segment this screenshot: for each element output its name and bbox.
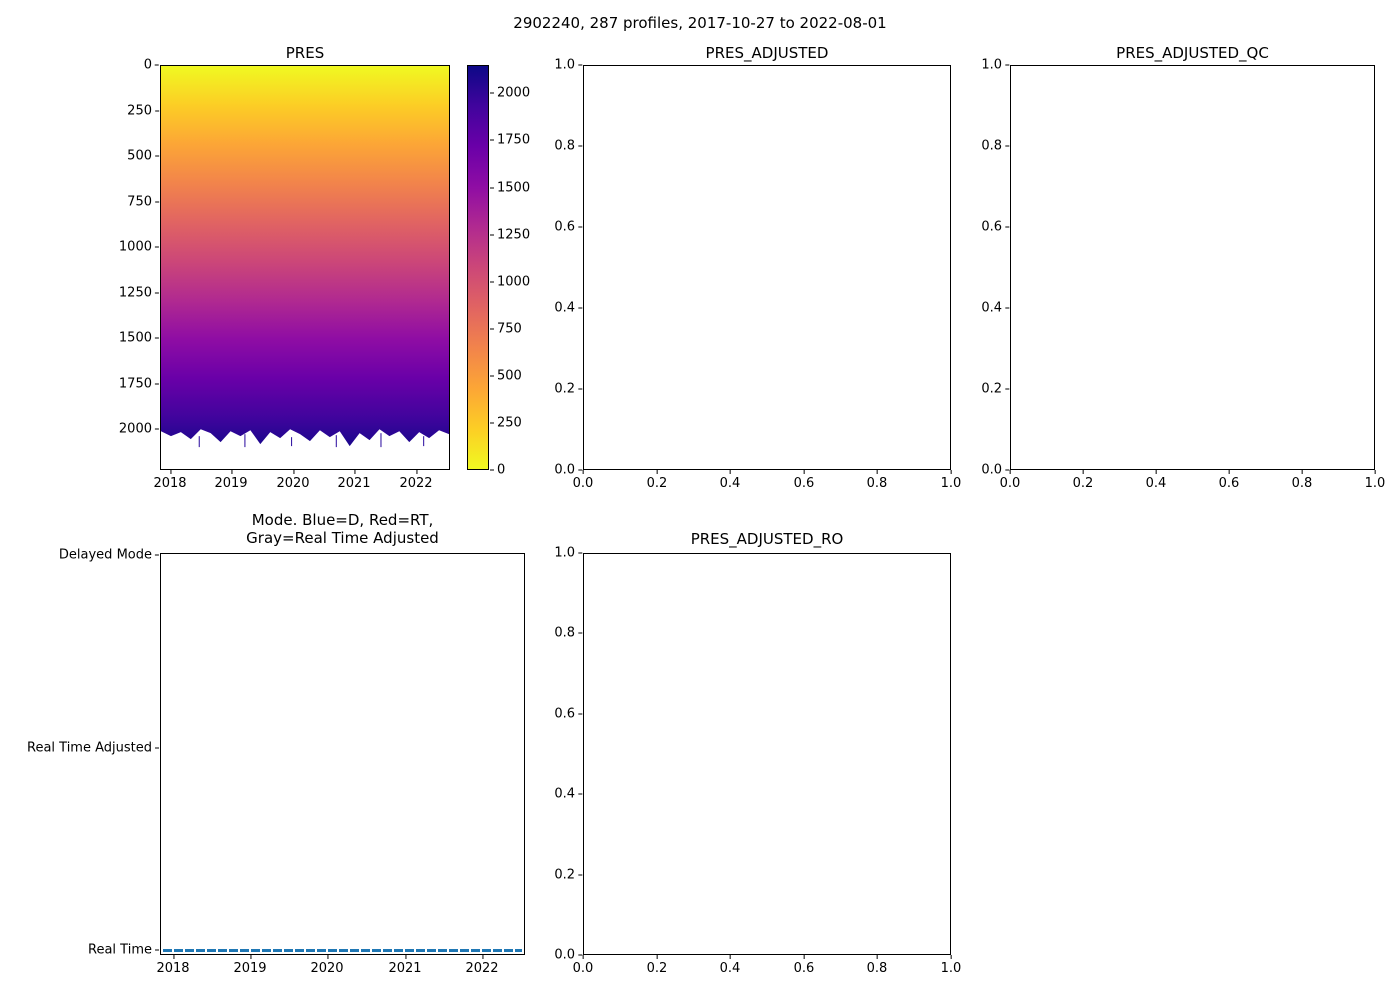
pres-adjusted-y-tick-label: 0.8 bbox=[554, 138, 582, 154]
pres-mesh bbox=[161, 66, 449, 447]
pres-adjusted-qc-y-tick-label: 0.6 bbox=[981, 219, 1009, 235]
pres-adjusted-qc-title: PRES_ADJUSTED_QC bbox=[1116, 44, 1269, 62]
pres-x-tick-label: 2019 bbox=[214, 470, 248, 491]
pres-x-tick-label: 2020 bbox=[276, 470, 310, 491]
mode-x-tick-label: 2021 bbox=[388, 955, 422, 976]
colorbar-tick-label: 1750 bbox=[489, 132, 531, 148]
pres-adjusted-ro-x-tick-label: 0.6 bbox=[793, 955, 815, 976]
pres-y-tick-label: 1750 bbox=[118, 376, 160, 392]
pres-x-tick-label: 2022 bbox=[399, 470, 433, 491]
pres-adjusted-y-tick-label: 0.6 bbox=[554, 219, 582, 235]
pres-y-tick-label: 1250 bbox=[118, 285, 160, 301]
pres-adjusted-y-tick-label: 0.0 bbox=[554, 462, 582, 478]
pres-adjusted-x-tick-label: 1.0 bbox=[940, 470, 962, 491]
pres-adjusted-x-tick-label: 0.4 bbox=[719, 470, 741, 491]
pres-adjusted-x-tick-label: 0.6 bbox=[793, 470, 815, 491]
mode-plot bbox=[160, 553, 525, 955]
pres-adjusted-plot bbox=[583, 65, 951, 470]
mode-real-time-line bbox=[163, 949, 522, 952]
pres-x-tick-label: 2021 bbox=[337, 470, 371, 491]
pres-y-tick-label: 250 bbox=[127, 103, 159, 119]
pres-heatmap bbox=[161, 66, 449, 448]
pres-adjusted-qc-y-tick-label: 0.8 bbox=[981, 138, 1009, 154]
colorbar-tick-label: 750 bbox=[490, 321, 522, 337]
pres-adjusted-qc-x-tick-label: 0.0 bbox=[999, 470, 1021, 491]
colorbar-tick-label: 1500 bbox=[489, 180, 531, 196]
pres-adjusted-ro-x-tick-label: 0.2 bbox=[646, 955, 668, 976]
pres-y-tick-label: 0 bbox=[143, 57, 160, 73]
pres-adjusted-ro-y-tick-label: 1.0 bbox=[554, 545, 582, 561]
mode-title-line2: Gray=Real Time Adjusted bbox=[246, 529, 439, 547]
pres-adjusted-qc-plot bbox=[1010, 65, 1375, 470]
pres-plot bbox=[160, 65, 450, 470]
colorbar-tick-label: 250 bbox=[490, 415, 522, 431]
pres-adjusted-ro-y-tick-label: 0.0 bbox=[554, 947, 582, 963]
mode-title: Mode. Blue=D, Red=RT, Gray=Real Time Adj… bbox=[160, 511, 525, 547]
pres-y-tick-label: 500 bbox=[127, 148, 159, 164]
mode-x-tick-label: 2018 bbox=[156, 955, 190, 976]
pres-adjusted-qc-y-tick-label: 0.0 bbox=[981, 462, 1009, 478]
pres-y-tick-label: 1500 bbox=[118, 330, 160, 346]
pres-y-tick-label: 750 bbox=[127, 194, 159, 210]
pres-adjusted-ro-y-tick-label: 0.8 bbox=[554, 625, 582, 641]
colorbar-tick-label: 0 bbox=[489, 462, 506, 478]
pres-adjusted-ro-x-tick-label: 1.0 bbox=[940, 955, 962, 976]
pres-y-tick-label: 2000 bbox=[118, 421, 160, 437]
pres-adjusted-ro-x-tick-label: 0.4 bbox=[719, 955, 741, 976]
pres-adjusted-x-tick-label: 0.2 bbox=[646, 470, 668, 491]
mode-x-tick-label: 2020 bbox=[310, 955, 344, 976]
colorbar bbox=[467, 65, 489, 470]
pres-adjusted-ro-y-tick-label: 0.4 bbox=[554, 786, 582, 802]
mode-x-tick-label: 2022 bbox=[465, 955, 499, 976]
pres-adjusted-y-tick-label: 0.4 bbox=[554, 300, 582, 316]
pres-adjusted-qc-x-tick-label: 0.8 bbox=[1291, 470, 1313, 491]
pres-title: PRES bbox=[285, 44, 325, 62]
figure-title: 2902240, 287 profiles, 2017-10-27 to 202… bbox=[513, 14, 887, 32]
pres-x-tick-label: 2018 bbox=[153, 470, 187, 491]
pres-adjusted-qc-x-tick-label: 0.4 bbox=[1145, 470, 1167, 491]
pres-adjusted-ro-x-tick-label: 0.8 bbox=[866, 955, 888, 976]
pres-adjusted-qc-x-tick-label: 0.6 bbox=[1218, 470, 1240, 491]
pres-adjusted-qc-x-tick-label: 1.0 bbox=[1364, 470, 1386, 491]
colorbar-tick-label: 1250 bbox=[489, 227, 531, 243]
mode-title-line1: Mode. Blue=D, Red=RT, bbox=[251, 511, 434, 529]
pres-adjusted-ro-y-tick-label: 0.6 bbox=[554, 706, 582, 722]
mode-y-tick-label: Delayed Mode bbox=[58, 547, 160, 563]
pres-adjusted-title: PRES_ADJUSTED bbox=[705, 44, 829, 62]
pres-adjusted-qc-x-tick-label: 0.2 bbox=[1072, 470, 1094, 491]
max-depth-whiskers bbox=[198, 433, 425, 448]
mode-y-tick-label: Real Time Adjusted bbox=[27, 740, 159, 756]
pres-adjusted-qc-y-tick-label: 1.0 bbox=[981, 57, 1009, 73]
pres-adjusted-qc-y-tick-label: 0.2 bbox=[981, 381, 1009, 397]
pres-adjusted-ro-plot bbox=[583, 553, 951, 955]
pres-adjusted-x-tick-label: 0.8 bbox=[866, 470, 888, 491]
mode-y-tick-label: Real Time bbox=[88, 942, 159, 958]
pres-adjusted-ro-x-tick-label: 0.0 bbox=[572, 955, 594, 976]
pres-adjusted-x-tick-label: 0.0 bbox=[572, 470, 594, 491]
pres-adjusted-ro-y-tick-label: 0.2 bbox=[554, 867, 582, 883]
colorbar-tick-label: 1000 bbox=[489, 274, 531, 290]
colorbar-tick-label: 2000 bbox=[489, 85, 531, 101]
pres-adjusted-ro-title: PRES_ADJUSTED_RO bbox=[690, 530, 844, 548]
colorbar-tick-label: 500 bbox=[490, 368, 522, 384]
pres-adjusted-y-tick-label: 0.2 bbox=[554, 381, 582, 397]
mode-x-tick-label: 2019 bbox=[233, 955, 267, 976]
pres-adjusted-y-tick-label: 1.0 bbox=[554, 57, 582, 73]
pres-adjusted-qc-y-tick-label: 0.4 bbox=[981, 300, 1009, 316]
pres-y-tick-label: 1000 bbox=[118, 239, 160, 255]
